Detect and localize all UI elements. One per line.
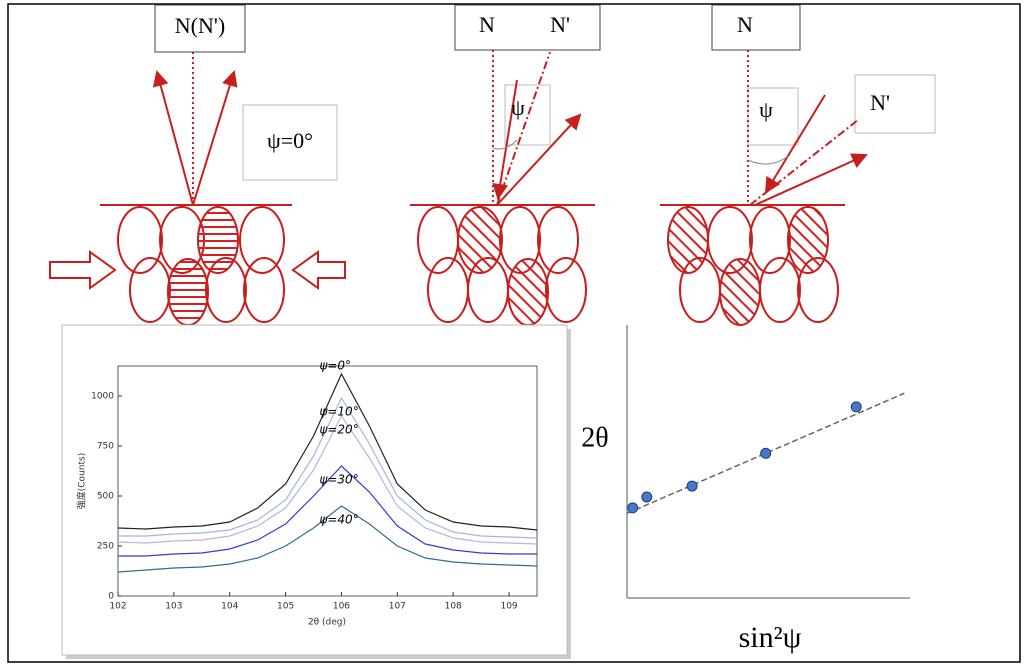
y-tick-label: 750 — [97, 442, 114, 452]
x-axis-label: 2θ (deg) — [308, 618, 346, 628]
x-tick-label: 105 — [277, 602, 294, 612]
x-tick-label: 107 — [389, 602, 406, 612]
y-tick-label: 0 — [108, 592, 114, 602]
x-tick-label: 103 — [165, 602, 182, 612]
x-tick-label: 108 — [445, 602, 462, 612]
point — [761, 448, 771, 458]
x-tick-label: 106 — [333, 602, 350, 612]
y-tick-label: 500 — [97, 492, 114, 502]
series-label: ψ=0° — [319, 359, 351, 373]
angle-label: ψ — [759, 97, 773, 122]
y-tick-label: 1000 — [91, 392, 114, 402]
x-tick-label: 104 — [221, 602, 238, 612]
panel-1 — [50, 5, 345, 325]
x-tick-label: 102 — [109, 602, 126, 612]
series-label: ψ=40° — [319, 513, 358, 527]
tilted-normal-label: N' — [870, 90, 890, 115]
series-label: ψ=10° — [319, 405, 358, 419]
normal-label: N — [479, 12, 495, 37]
point — [687, 481, 697, 491]
normal-label: N(N') — [175, 13, 225, 38]
series-label: ψ=20° — [319, 423, 358, 437]
series-label: ψ=30° — [319, 473, 358, 487]
tilted-normal-label: N' — [550, 12, 570, 37]
point — [628, 503, 638, 513]
x-tick-label: 109 — [500, 602, 517, 612]
y-axis-label: 強度(Counts) — [76, 453, 88, 509]
normal-label: N — [737, 12, 753, 37]
point — [851, 402, 861, 412]
panel-2 — [410, 5, 600, 325]
y-axis-label: 2θ — [581, 422, 608, 453]
point — [642, 492, 652, 502]
figure: N(N') ψ=0° N N' ψ N ψ N' 2 — [0, 0, 1027, 670]
panel-3 — [660, 5, 935, 325]
chart-frame — [62, 325, 567, 655]
angle-label: ψ=0° — [267, 128, 313, 153]
y-tick-label: 250 — [97, 542, 114, 552]
angle-label: ψ — [511, 95, 525, 120]
x-axis-label: sin²ψ — [739, 621, 802, 654]
